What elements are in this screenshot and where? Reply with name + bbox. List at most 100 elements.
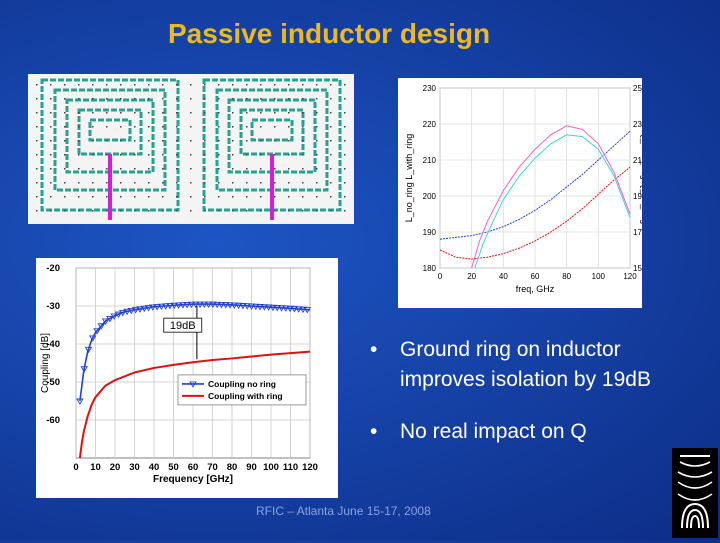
- lq-xtick-label: 40: [499, 272, 508, 281]
- layout-grid-dot: [260, 196, 262, 198]
- inductor-left-turn: [77, 108, 143, 156]
- layout-grid-dot: [288, 154, 290, 156]
- layout-grid-dot: [120, 154, 122, 156]
- coupling-point-marker: [144, 305, 153, 312]
- layout-grid-dot: [316, 140, 318, 142]
- layout-grid-dot: [302, 98, 304, 100]
- lq-xlabel: freq, GHz: [516, 284, 555, 294]
- coupling-point-marker: [256, 304, 264, 311]
- lq-ytick-right-label: 15: [633, 264, 642, 273]
- coupling-point-marker: [76, 398, 84, 405]
- coupling-point-marker: [183, 301, 191, 309]
- layout-grid-dot: [218, 182, 220, 184]
- bullet-item: • No real impact on Q: [370, 417, 710, 447]
- layout-grid-dot: [50, 210, 52, 212]
- layout-grid-dot: [330, 210, 332, 212]
- layout-grid-dot: [78, 98, 80, 100]
- coupling-xtick-label: 20: [110, 462, 121, 473]
- coupling-point-marker: [174, 302, 183, 309]
- layout-grid-dot: [232, 84, 234, 86]
- layout-grid-dot: [218, 210, 220, 212]
- coupling-point-marker: [269, 304, 277, 312]
- layout-grid-dot: [64, 98, 66, 100]
- layout-grid-dot: [274, 196, 276, 198]
- layout-grid-dot: [148, 182, 150, 184]
- layout-grid-dot: [148, 84, 150, 86]
- layout-grid-dot: [36, 98, 38, 100]
- layout-grid-dot: [232, 210, 234, 212]
- layout-grid-dot: [204, 126, 206, 128]
- layout-grid-dot: [148, 98, 150, 100]
- layout-grid-dot: [302, 182, 304, 184]
- layout-grid-dot: [288, 182, 290, 184]
- layout-grid-dot: [260, 140, 262, 142]
- layout-grid-dot: [204, 210, 206, 212]
- layout-grid-dot: [330, 84, 332, 86]
- layout-grid-dot: [344, 196, 346, 198]
- coupling-point-marker: [101, 318, 110, 325]
- layout-grid-dot: [288, 168, 290, 170]
- layout-grid-dot: [134, 126, 136, 128]
- inductance-q-chart: 0 20 40 60 80 100 120 180 190 200 210 220 230 15 17 19 2…: [398, 78, 650, 308]
- layout-grid-dot: [344, 168, 346, 170]
- layout-grid-dot: [50, 84, 52, 86]
- coupling-point-marker: [114, 311, 123, 319]
- layout-grid-dot: [176, 126, 178, 128]
- layout-grid-dot: [134, 140, 136, 142]
- layout-grid-dot: [120, 112, 122, 114]
- layout-grid-dot: [36, 196, 38, 198]
- layout-grid-dot: [148, 126, 150, 128]
- layout-grid-dot: [162, 140, 164, 142]
- layout-grid-dot: [64, 154, 66, 156]
- layout-grid-dot: [78, 126, 80, 128]
- bullet-list: • Ground ring on inductor improves isola…: [370, 335, 710, 469]
- lq-ytick-left-label: 180: [423, 264, 437, 273]
- layout-grid-dot: [274, 98, 276, 100]
- coupling-point-marker: [264, 304, 273, 311]
- layout-grid-dot: [316, 210, 318, 212]
- bullet-text: Ground ring on inductor improves isolati…: [400, 338, 651, 391]
- layout-grid-dot: [162, 112, 164, 114]
- coupling-point-marker: [209, 301, 217, 308]
- legend-label: Coupling no ring: [208, 379, 276, 389]
- bullet-item: • Ground ring on inductor improves isola…: [370, 335, 710, 395]
- coupling-point-marker: [80, 366, 88, 373]
- layout-grid-dot: [134, 84, 136, 86]
- coupling-xtick-label: 40: [149, 462, 160, 473]
- layout-grid-dot: [120, 182, 122, 184]
- lq-ytick-left-label: 230: [423, 84, 437, 93]
- layout-grid-dot: [78, 182, 80, 184]
- layout-grid-dot: [106, 154, 108, 156]
- coupling-series-line: [78, 350, 311, 459]
- legend-label: Coupling with ring: [208, 391, 283, 401]
- layout-grid-dot: [92, 154, 94, 156]
- layout-grid-dot: [162, 196, 164, 198]
- layout-grid-dot: [50, 154, 52, 156]
- layout-grid-dot: [330, 182, 332, 184]
- coupling-point-marker: [303, 307, 312, 314]
- layout-grid-dot: [288, 126, 290, 128]
- coupling-xtick-label: 90: [246, 462, 257, 473]
- annotation-box: [163, 317, 203, 333]
- lq-ytick-right-label: 17: [633, 228, 642, 237]
- layout-grid-dot: [246, 126, 248, 128]
- layout-grid-dot: [190, 196, 192, 198]
- coupling-point-marker: [161, 303, 170, 310]
- layout-grid-dot: [218, 126, 220, 128]
- layout-grid-dot: [176, 140, 178, 142]
- coupling-point-marker: [110, 313, 119, 320]
- coupling-point-marker: [247, 303, 256, 310]
- coupling-xtick-label: 60: [188, 462, 199, 473]
- coupling-point-marker: [299, 306, 307, 314]
- coupling-point-marker: [97, 323, 106, 330]
- layout-grid-dot: [64, 112, 66, 114]
- coupling-point-marker: [84, 346, 93, 354]
- layout-grid-dot: [218, 112, 220, 114]
- coupling-point-marker: [294, 306, 303, 313]
- layout-grid-dot: [204, 112, 206, 114]
- layout-grid-dot: [134, 182, 136, 184]
- coupling-point-marker: [200, 301, 209, 308]
- layout-grid-dot: [162, 98, 164, 100]
- inductance-q-plot: 0 20 40 60 80 100 120 180 190 200 210 220 230 15 17 19 2…: [404, 84, 650, 294]
- layout-grid-dot: [246, 154, 248, 156]
